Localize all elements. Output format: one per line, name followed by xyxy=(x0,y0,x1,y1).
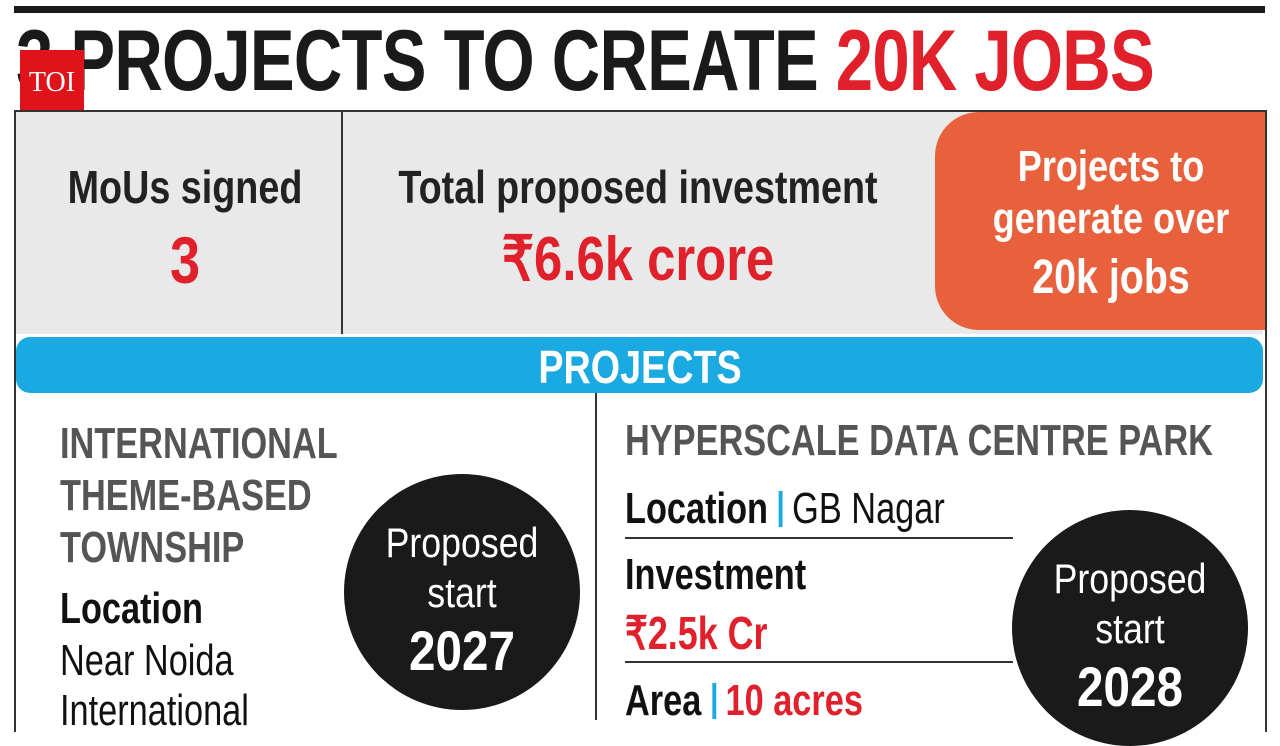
callout-line: 20k jobs xyxy=(1032,251,1190,304)
headline-text: 3 PROJECTS TO CREATE xyxy=(16,13,819,109)
callout-line: Projects to xyxy=(1017,142,1205,191)
stat-value: 3 xyxy=(169,223,201,297)
stat-value: ₹6.6k crore xyxy=(501,225,775,294)
title-line: INTERNATIONAL xyxy=(60,419,338,468)
project-divider xyxy=(595,393,597,720)
field-row: Area 10 acres xyxy=(625,676,863,726)
section-title: PROJECTS xyxy=(538,341,742,393)
title-line: TOWNSHIP xyxy=(60,523,245,572)
field-label: Location xyxy=(625,484,768,533)
callout-line: generate over xyxy=(992,194,1230,243)
badge-year: 2027 xyxy=(409,619,515,682)
headline-highlight: 20K JOBS xyxy=(835,13,1155,109)
page: 3 PROJECTS TO CREATE 20K JOBS TOI MoUs s… xyxy=(14,6,1267,746)
top-rule xyxy=(14,6,1265,13)
headline: 3 PROJECTS TO CREATE 20K JOBS xyxy=(16,13,1155,109)
separator xyxy=(712,683,717,719)
stat-label: Total proposed investment xyxy=(398,161,878,213)
start-badge: Proposed start 2027 xyxy=(344,474,580,710)
location-line: International xyxy=(60,686,249,735)
badge-year: 2028 xyxy=(1077,655,1183,718)
stats-divider xyxy=(341,112,343,334)
field-label: Investment xyxy=(625,550,807,599)
field-value: Near Noida International xyxy=(60,636,249,736)
callout: Projects to generate over 20k jobs xyxy=(935,112,1265,330)
badge-line: Proposed xyxy=(1053,555,1207,602)
stat-label: MoUs signed xyxy=(67,161,303,213)
project-title: INTERNATIONAL THEME-BASED TOWNSHIP xyxy=(60,418,338,574)
section-bar xyxy=(16,337,1263,393)
logo: TOI xyxy=(20,50,84,120)
field-row: Location GB Nagar xyxy=(625,484,945,534)
rule xyxy=(625,661,1013,663)
title-line: THEME-BASED xyxy=(60,471,312,520)
rule xyxy=(625,537,1013,539)
badge-line: Proposed xyxy=(385,519,539,566)
field-label: Location xyxy=(60,584,203,633)
frame xyxy=(14,110,1267,732)
field-label: Area xyxy=(625,676,702,725)
start-badge: Proposed start 2028 xyxy=(1012,510,1248,746)
field-value: ₹2.5k Cr xyxy=(625,607,768,659)
field-value: GB Nagar xyxy=(792,484,945,533)
field-value: 10 acres xyxy=(725,676,863,725)
badge-line: start xyxy=(427,569,497,616)
project-title: HYPERSCALE DATA CENTRE PARK xyxy=(625,416,1213,465)
separator xyxy=(778,491,783,527)
badge-line: start xyxy=(1095,605,1165,652)
location-line: Near Noida xyxy=(60,636,234,685)
